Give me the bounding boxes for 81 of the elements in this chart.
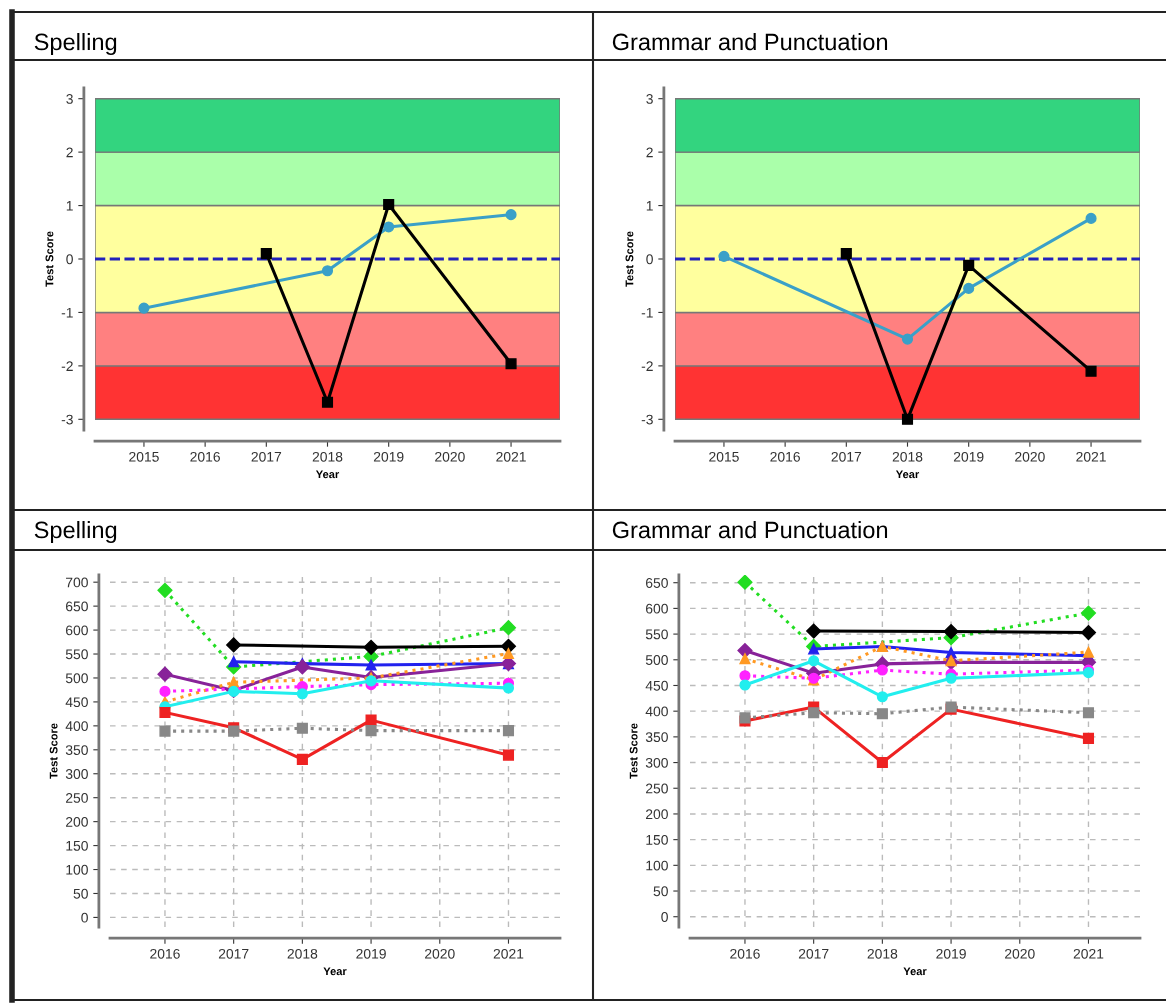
x-tick-label: 2019 — [953, 451, 984, 462]
y-tick-label: 250 — [66, 793, 88, 803]
y-tick-label: 650 — [646, 578, 668, 588]
y-tick-label: 300 — [645, 757, 668, 768]
y-tick-label: -1 — [61, 307, 73, 318]
y-tick-label: 100 — [66, 864, 88, 875]
y-tick-label: 600 — [66, 625, 88, 636]
y-tick-label: 550 — [65, 649, 88, 660]
x-tick-label: 2018 — [867, 948, 898, 959]
y-tick-label: -2 — [61, 361, 73, 371]
y-axis-title: Test Score — [45, 231, 54, 287]
x-axis-title: Year — [903, 967, 927, 976]
y-tick-label: -2 — [641, 361, 653, 371]
y-tick-label: 200 — [66, 816, 88, 827]
x-tick-label: 2017 — [218, 948, 249, 959]
x-tick-label: 2020 — [425, 948, 455, 959]
y-tick-label: 300 — [65, 769, 88, 779]
x-tick-label: 2018 — [312, 451, 343, 462]
y-tick-label: 3 — [646, 94, 653, 104]
y-tick-label: 1 — [66, 201, 73, 211]
y-tick-label: 200 — [646, 809, 668, 820]
y-tick-label: 650 — [66, 601, 88, 612]
x-tick-label: 2021 — [493, 948, 524, 959]
x-tick-label: 2018 — [287, 948, 318, 959]
y-tick-label: 150 — [646, 834, 668, 845]
x-tick-label: 2017 — [798, 948, 829, 959]
x-tick-label: 2016 — [770, 451, 800, 462]
x-tick-label: 2015 — [709, 451, 739, 462]
y-tick-label: 0 — [81, 912, 88, 923]
y-tick-label: 400 — [645, 706, 668, 717]
x-tick-label: 2016 — [730, 948, 760, 959]
x-tick-label: 2020 — [1005, 948, 1035, 959]
y-tick-label: 350 — [65, 745, 88, 755]
chart-title: Spelling — [34, 33, 117, 56]
chart-title: Spelling — [34, 520, 117, 544]
y-tick-label: -3 — [61, 414, 73, 425]
y-axis-title: Test Score — [629, 723, 638, 779]
x-tick-label: 2019 — [936, 948, 966, 959]
y-tick-label: 0 — [646, 254, 653, 265]
y-tick-label: 50 — [73, 888, 88, 899]
y-tick-label: 2 — [66, 147, 73, 158]
x-tick-label: 2021 — [496, 451, 526, 462]
x-tick-label: 2018 — [892, 451, 923, 462]
y-tick-label: 600 — [646, 603, 668, 614]
y-tick-label: -3 — [641, 414, 653, 425]
y-tick-label: 250 — [646, 783, 668, 794]
x-tick-label: 2015 — [129, 451, 159, 462]
x-axis-title: Year — [323, 967, 347, 976]
y-tick-label: 400 — [65, 721, 88, 732]
x-tick-label: 2016 — [190, 451, 220, 462]
y-tick-label: 50 — [653, 886, 668, 897]
y-tick-label: 3 — [66, 94, 73, 104]
chart-title: Grammar and Punctuation — [612, 520, 888, 539]
x-tick-label: 2019 — [356, 948, 386, 959]
x-tick-label: 2017 — [831, 451, 862, 462]
y-tick-label: 0 — [661, 912, 668, 922]
x-tick-label: 2017 — [251, 451, 282, 462]
x-tick-label: 2021 — [1076, 451, 1106, 462]
y-axis-title: Test Score — [625, 231, 634, 287]
x-tick-label: 2021 — [1073, 948, 1104, 959]
x-tick-label: 2019 — [373, 451, 404, 462]
chart-title: Grammar and Punctuation — [612, 33, 888, 51]
y-tick-label: 500 — [645, 655, 668, 665]
y-tick-label: 700 — [66, 577, 88, 588]
y-tick-label: 450 — [645, 680, 668, 691]
x-axis-title: Year — [895, 470, 920, 479]
y-axis-title: Test Score — [49, 723, 58, 779]
y-tick-label: 500 — [65, 673, 88, 684]
y-tick-label: 350 — [645, 732, 668, 743]
x-tick-label: 2020 — [1015, 451, 1045, 462]
x-axis-title: Year — [315, 470, 340, 479]
x-tick-label: 2016 — [150, 948, 180, 959]
x-tick-label: 2020 — [435, 451, 465, 462]
y-tick-label: 100 — [646, 860, 668, 871]
y-tick-label: -1 — [641, 307, 653, 318]
y-tick-label: 550 — [645, 629, 668, 640]
y-tick-label: 450 — [65, 697, 88, 708]
y-tick-label: 0 — [66, 254, 73, 265]
y-tick-label: 2 — [646, 147, 653, 158]
y-tick-label: 1 — [646, 201, 653, 211]
y-tick-label: 150 — [66, 840, 88, 851]
